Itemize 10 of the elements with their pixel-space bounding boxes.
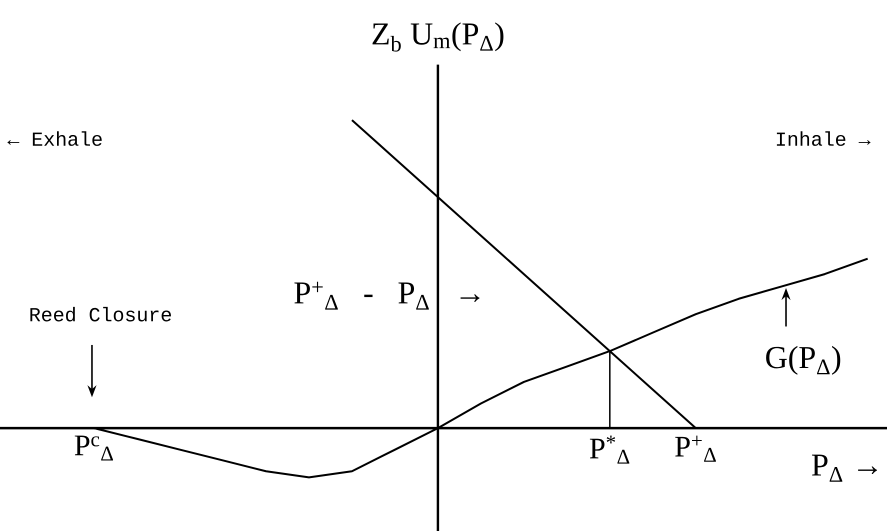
y-axis-title: Z$_{b}$ U$_{m}$(P$_{Δ}$) (372, 22, 504, 52)
x-axis-title: P$_{Δ}$ → (812, 454, 877, 482)
x-tick-label: P$^{*}$Δ (590, 436, 630, 464)
legend-label: G(P$_{Δ}$) (766, 346, 840, 375)
annotation: ← Exhale (7, 131, 102, 146)
x-tick-label: P$^{c}$Δ (74, 436, 114, 460)
x-tick-label: P$^{+}$Δ (675, 436, 716, 462)
annotation: Inhale → (776, 131, 870, 146)
text: P$^{+}$$_{Δ}$ - P$_{Δ}$ → (294, 282, 480, 310)
annotation: Reed Closure (30, 306, 171, 322)
